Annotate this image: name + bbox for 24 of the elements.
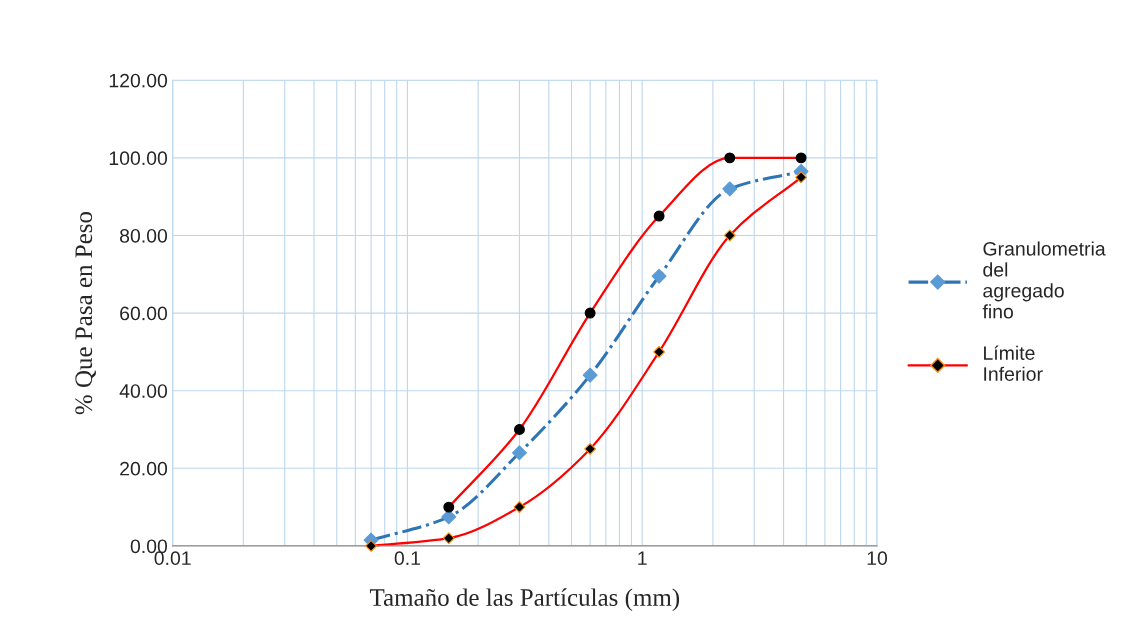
y-tick-label: 60.00	[120, 306, 168, 321]
y-tick-label: 80.00	[120, 228, 168, 243]
point	[653, 345, 666, 358]
point	[511, 445, 527, 461]
point	[722, 181, 738, 197]
y-tick-label: 20.00	[120, 461, 168, 476]
point	[723, 229, 736, 242]
point	[582, 367, 598, 383]
y-axis-title: % Que Pasa en Peso	[75, 211, 96, 415]
point	[651, 268, 667, 284]
y-tick-label: 100.00	[109, 151, 168, 166]
point	[584, 442, 597, 455]
x-axis-title: Tamaño de las Partículas (mm)	[369, 588, 680, 612]
y-tick-label: 120.00	[109, 73, 168, 88]
point	[441, 509, 457, 525]
point	[442, 532, 455, 545]
legend-label: Límite Inferior	[984, 345, 1043, 381]
point	[513, 501, 526, 514]
x-tick-label: 10	[867, 551, 888, 566]
y-tick-label: 40.00	[119, 384, 168, 398]
point	[795, 171, 808, 184]
legend-label: Granulometria del agregado fino	[982, 241, 1106, 319]
x-tick-label: 0.1	[394, 551, 421, 566]
x-tick-label: 1	[638, 551, 647, 565]
